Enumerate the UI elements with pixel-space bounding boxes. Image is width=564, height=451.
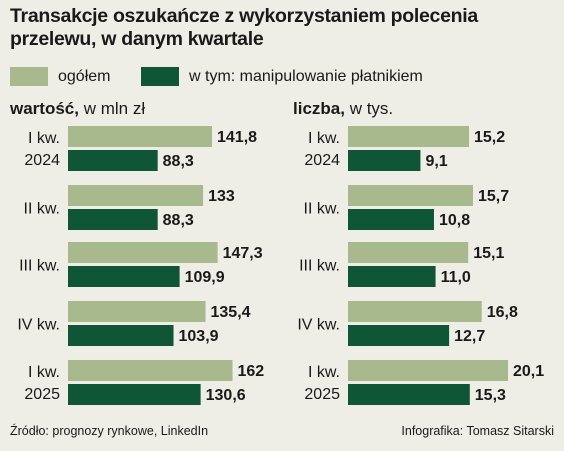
data-label-manipulation: 109,9 [185,269,225,286]
data-label-total: 15,1 [473,245,504,262]
data-label-total: 16,8 [487,304,518,321]
category-label: III kw. [19,258,60,275]
data-label-total: 141,8 [217,129,257,146]
data-label-total: 15,2 [474,129,505,146]
legend: ogółem w tym: manipulowanie płatnikiem [10,67,555,87]
category-label-line: 2025 [24,386,60,403]
data-label-total: 147,3 [223,245,263,262]
legend-label-total: ogółem [58,68,111,85]
bar-total [348,185,473,206]
data-label-total: 135,4 [211,304,251,321]
bar-total [348,126,469,147]
bar-manipulation [348,325,450,346]
category-label: II kw. [24,201,60,218]
bar-manipulation [68,384,201,405]
bar-manipulation [348,150,421,171]
category-label: IV kw. [297,317,340,334]
panel-title-value: wartość, w mln zł [10,99,145,119]
legend-swatch-manipulation [141,67,179,86]
category-label-line: 2025 [304,386,340,403]
data-label-manipulation: 103,9 [179,328,219,345]
category-label-line: 2024 [24,152,60,169]
category-label-line: I kw. [308,130,340,147]
bar-manipulation [68,325,174,346]
bar-manipulation [68,266,180,287]
data-label-total: 20,1 [513,363,544,380]
bar-total [348,360,509,381]
bar-manipulation [68,209,158,230]
category-label: III kw. [299,258,340,275]
bar-total [68,185,204,206]
bar-total [348,301,482,322]
category-label-line: I kw. [28,130,60,147]
category-label-line: I kw. [308,364,340,381]
bar-total [68,360,233,381]
legend-label-manipulation: w tym: manipulowanie płatnikiem [189,68,423,85]
category-label: I kw. 2025 [24,364,60,403]
bar-manipulation [348,266,436,287]
bar-total [68,242,218,263]
data-label-manipulation: 9,1 [425,153,447,170]
category-label: I kw. 2025 [304,364,340,403]
category-label-line: I kw. [28,364,60,381]
source-note: Źródło: prognozy rynkowe, LinkedIn [10,424,209,438]
bar-total [68,301,206,322]
panel-title-count-bold: liczba, [293,99,345,118]
bar-total [348,242,469,263]
data-label-manipulation: 130,6 [206,387,246,404]
data-label-manipulation: 88,3 [163,153,194,170]
data-label-total: 162 [238,363,265,380]
panel-title-count-rest: w tys. [344,99,394,118]
category-label: IV kw. [17,317,60,334]
bar-manipulation [348,209,434,230]
bar-manipulation [348,384,470,405]
category-label: I kw. 2024 [304,130,340,169]
data-label-manipulation: 12,7 [454,328,485,345]
category-label-line: 2024 [304,152,340,169]
data-label-manipulation: 11,0 [441,269,471,286]
panel-title-count: liczba, w tys. [293,99,393,119]
bar-total [68,126,212,147]
data-label-total: 15,7 [478,188,509,205]
data-label-total: 133 [208,188,235,205]
data-label-manipulation: 10,8 [439,212,470,229]
category-label: I kw. 2024 [24,130,60,169]
chart-title: Transakcje oszukańcze z wykorzystaniem p… [10,5,478,50]
bar-manipulation [68,150,158,171]
panel-title-value-bold: wartość, [10,99,79,118]
credit-note: Infografika: Tomasz Sitarski [401,424,554,438]
data-label-manipulation: 15,3 [475,387,506,404]
panel-title-value-rest: w mln zł [78,99,146,118]
data-label-manipulation: 88,3 [163,212,194,229]
category-label: II kw. [304,201,340,218]
legend-swatch-total [10,67,48,86]
